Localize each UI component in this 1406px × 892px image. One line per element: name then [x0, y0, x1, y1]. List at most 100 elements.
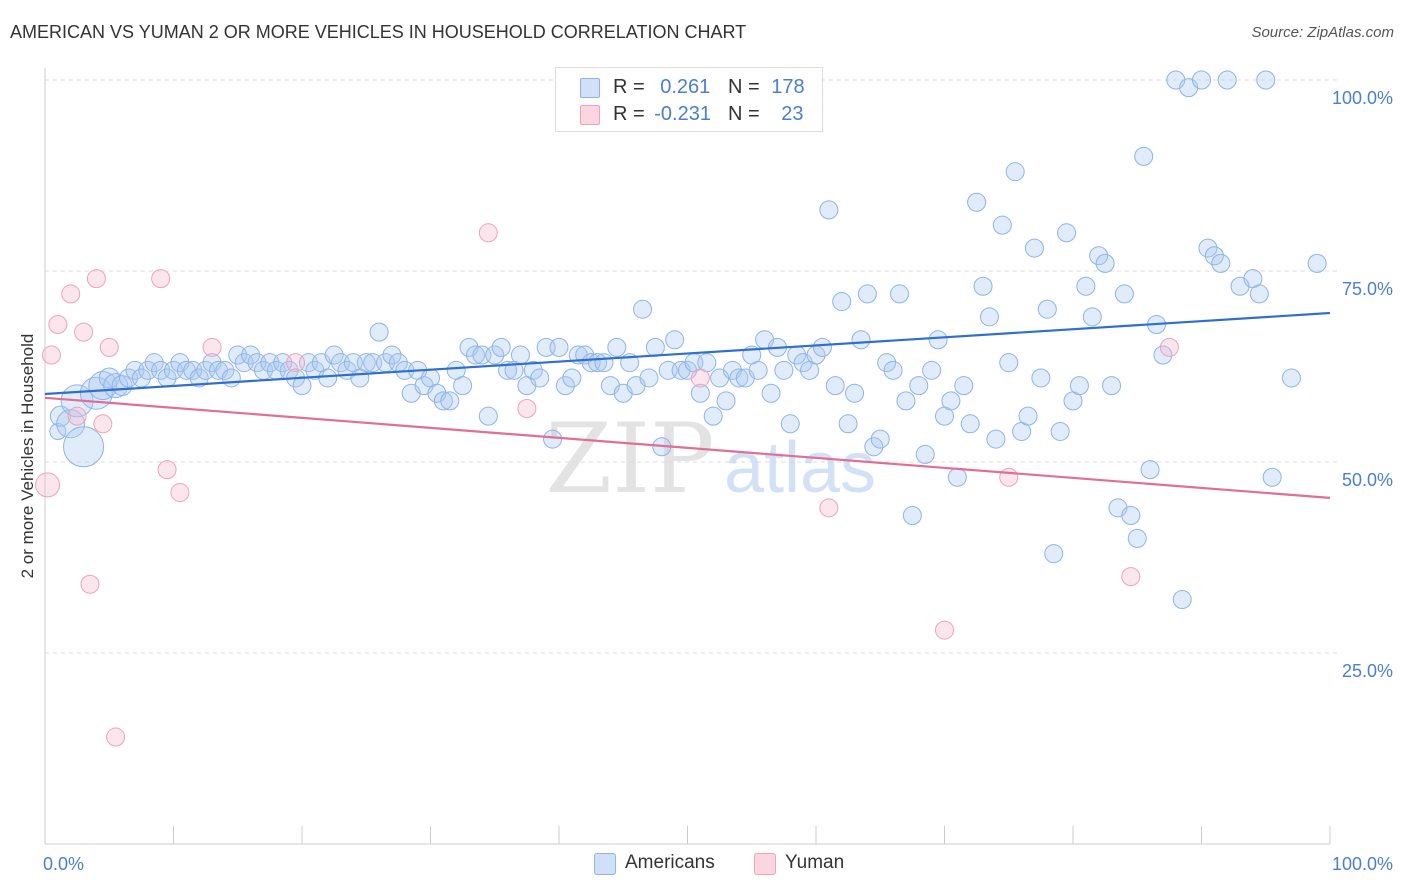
americans-point: [774, 360, 794, 380]
americans-point: [864, 437, 884, 457]
americans-point: [433, 391, 453, 411]
y-tick-label: 25.0%: [1342, 661, 1393, 681]
americans-point: [221, 368, 241, 388]
americans-point: [1005, 162, 1025, 182]
americans-point: [356, 353, 376, 373]
americans-point: [523, 360, 543, 380]
x-tick-label: 0.0%: [43, 854, 84, 874]
yuman-point: [106, 727, 126, 747]
americans-point: [1204, 246, 1224, 266]
americans-point: [465, 345, 485, 365]
americans-point: [954, 376, 974, 396]
yuman-point: [935, 620, 954, 640]
americans-point: [485, 345, 505, 365]
americans-point: [1102, 376, 1122, 396]
americans-point: [748, 360, 768, 380]
x-tick-label: 100.0%: [1332, 854, 1393, 874]
americans-point: [845, 383, 865, 403]
yuman-point: [819, 498, 839, 518]
americans-point: [633, 299, 653, 319]
yuman-point: [202, 337, 222, 357]
yuman-point: [478, 223, 498, 243]
americans-point: [992, 215, 1012, 235]
legend-r-yuman: R = -0.231: [613, 103, 711, 126]
americans-point: [1076, 276, 1096, 296]
americans-point: [1211, 253, 1231, 273]
legend-r-label: R =: [613, 103, 645, 125]
americans-point: [453, 376, 473, 396]
americans-point: [819, 200, 839, 220]
americans-point: [530, 368, 550, 388]
americans-point: [607, 337, 627, 357]
americans-point: [103, 373, 129, 399]
americans-point: [1082, 307, 1102, 327]
americans-point: [1024, 238, 1044, 258]
americans-point: [832, 292, 852, 312]
americans-point: [1121, 505, 1141, 525]
americans-points: [49, 70, 1327, 610]
americans-point: [549, 337, 569, 357]
americans-point: [1089, 246, 1109, 266]
americans-point: [1281, 368, 1301, 388]
americans-point: [215, 360, 235, 380]
americans-point: [870, 429, 890, 449]
americans-point: [1127, 528, 1147, 548]
americans-point: [318, 368, 338, 388]
americans-point: [1198, 238, 1218, 258]
americans-point: [639, 368, 659, 388]
americans-point: [1192, 70, 1211, 90]
americans-point: [703, 406, 723, 426]
americans-point: [967, 192, 987, 212]
correlation-legend: R = 0.261 N = 178 R = -0.231 N = 23: [555, 67, 823, 132]
americans-point: [49, 422, 67, 440]
yuman-point: [999, 467, 1019, 487]
yuman-point: [170, 483, 190, 503]
yuman-point: [93, 414, 113, 434]
yuman-point: [80, 574, 100, 594]
americans-point: [999, 353, 1019, 373]
americans-point: [941, 391, 961, 411]
americans-point: [241, 345, 261, 365]
americans-point: [1249, 284, 1269, 304]
americans-point: [1140, 460, 1160, 480]
bottom-swatch-americans: [594, 853, 616, 875]
yuman-points: [35, 223, 1179, 747]
americans-point: [1050, 421, 1070, 441]
americans-point: [960, 414, 980, 434]
americans-point: [690, 383, 710, 403]
y-tick-label: 75.0%: [1342, 279, 1393, 299]
americans-point: [1069, 376, 1089, 396]
americans-point: [825, 376, 845, 396]
axes: [44, 68, 1331, 845]
legend-n-yuman: N = 23: [728, 103, 804, 126]
trend-lines: [44, 311, 1331, 500]
americans-point: [909, 376, 929, 396]
bottom-label-americans: Americans: [625, 852, 715, 873]
legend-r-value: -0.231: [654, 103, 711, 125]
yuman-point: [86, 269, 106, 289]
bottom-swatch-yuman: [754, 853, 776, 875]
chart-title: AMERICAN VS YUMAN 2 OR MORE VEHICLES IN …: [10, 22, 747, 42]
legend-n-americans: N = 178: [728, 76, 805, 99]
americans-point: [902, 505, 922, 525]
americans-point: [979, 307, 999, 327]
americans-point: [928, 330, 948, 350]
yuman-point: [61, 284, 81, 304]
legend-r-label: R =: [613, 76, 645, 98]
americans-point: [883, 360, 903, 380]
yuman-point: [48, 314, 68, 334]
americans-point: [851, 330, 871, 350]
americans-point: [1262, 467, 1282, 487]
yuman-point: [67, 406, 87, 426]
bottom-label-yuman: Yuman: [785, 852, 845, 873]
americans-point: [63, 426, 105, 468]
americans-point: [1172, 590, 1192, 610]
source-credit: Source: ZipAtlas.com: [1251, 24, 1394, 41]
yuman-trend-line: [44, 396, 1331, 500]
americans-point: [562, 368, 582, 388]
americans-point: [111, 375, 133, 397]
americans-point: [1057, 223, 1077, 243]
legend-n-value: 178: [771, 76, 805, 98]
americans-point: [877, 353, 897, 373]
americans-point: [144, 353, 164, 373]
